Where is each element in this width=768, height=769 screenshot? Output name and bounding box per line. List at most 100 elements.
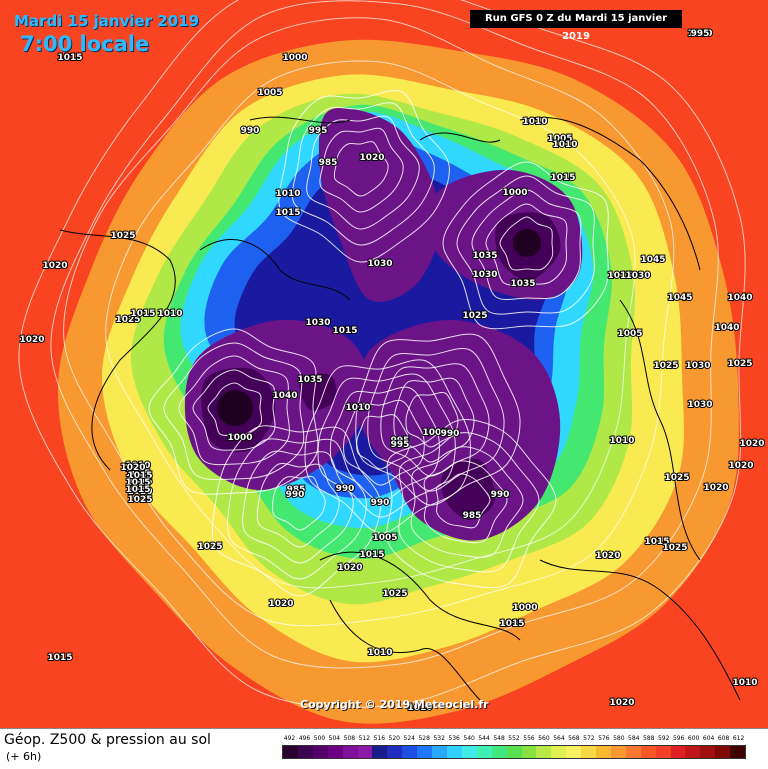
scale-label: 564 (553, 735, 565, 742)
scale-bar (282, 745, 746, 759)
isobar-label: 1015 (499, 619, 524, 629)
isobar-label: 1005 (372, 533, 397, 543)
isobar-label: 995 (691, 29, 710, 39)
isobar-contour (211, 425, 381, 597)
isobar-label: 1000 (227, 433, 252, 443)
isobar-label: 1020 (739, 439, 764, 449)
scale-swatch (581, 746, 597, 758)
isobar-contour (319, 127, 404, 213)
isobar-label: 1005 (257, 88, 282, 98)
isobar-label: 1020 (42, 261, 67, 271)
isobar-label: 995 (391, 436, 410, 446)
scale-label: 504 (328, 735, 341, 742)
scale-swatch (670, 746, 686, 758)
isobar-label: 995 (309, 126, 328, 136)
isobar-label: 1030 (305, 318, 330, 328)
scale-label: 600 (687, 735, 700, 742)
field-core (513, 229, 541, 257)
isobar-contour (178, 355, 290, 466)
isobar-label: 1040 (727, 293, 752, 303)
scale-label: 508 (343, 735, 356, 742)
scale-label: 608 (717, 735, 730, 742)
field-darkpurple (441, 458, 496, 520)
isobar-label: 1010 (609, 436, 634, 446)
copyright-text: Copyright © 2019 Meteociel.fr (300, 698, 489, 711)
isobar-contour (18, 0, 746, 709)
scale-label: 496 (298, 735, 311, 742)
scale-swatch (625, 746, 641, 758)
scale-swatch (461, 746, 477, 758)
color-scale: 492 496 500 504 508 512 516 520 524 528 532 536 540 5… (282, 735, 746, 765)
scale-swatch (596, 746, 611, 758)
isobar-label: 1015 (127, 471, 152, 481)
isobar-label: 985 (287, 485, 306, 495)
scale-label: 492 (283, 735, 296, 742)
isobar-contour (207, 382, 263, 437)
isobar-contour (63, 17, 675, 627)
isobar-contour (50, 0, 719, 669)
isobar-contour (148, 328, 319, 495)
scale-label: 524 (403, 735, 415, 742)
scale-label: 584 (628, 735, 640, 742)
coastline (199, 239, 351, 301)
isobar-label: 1020 (120, 463, 145, 473)
scale-label: 552 (508, 735, 520, 742)
scale-swatch (372, 746, 388, 758)
isobar-label: 1045 (640, 255, 665, 265)
map-footer: Géop. Z500 & pression au sol (+ 6h) 492 4… (0, 728, 768, 769)
isobar-labels: 1015 1010 1000 1005 990 995 985 1020 1010 1005 101… (18, 28, 765, 714)
isobar-label: 1030 (685, 361, 710, 371)
scale-swatch (342, 746, 358, 758)
isobar-contour (386, 419, 557, 589)
isobar-label: 995 (391, 440, 410, 450)
isobar-contour (291, 102, 435, 246)
forecast-date: Mardi 15 janvier 2019 (14, 12, 200, 30)
isobar-contour (343, 399, 425, 486)
coastline (539, 559, 741, 701)
scale-swatch (417, 746, 433, 758)
isobar-contour (329, 386, 440, 502)
isobar-label: 990 (371, 498, 390, 508)
isobar-label: 1020 (337, 563, 362, 573)
scale-label: 612 (732, 735, 745, 742)
isobar-contour (410, 446, 524, 558)
isobar-label: 1010 (367, 648, 392, 658)
coastline (59, 229, 176, 471)
isobar-label: 1020 (19, 335, 44, 345)
scale-swatch (730, 746, 746, 758)
scale-label: 596 (672, 735, 685, 742)
isobar-label: 1015 (125, 485, 150, 495)
geopotential-fields (57, 39, 739, 724)
coastline (249, 116, 351, 124)
scale-swatch (327, 746, 343, 758)
isobar-label: 1035 (510, 279, 535, 289)
isobar-label: 990 (336, 484, 355, 494)
coastline (619, 299, 701, 561)
isobar-contour (367, 348, 505, 492)
isobar-label: 1015 (550, 173, 575, 183)
scale-swatch (312, 746, 328, 758)
isobar-contour (333, 141, 389, 197)
isobar-label: 1015 (57, 53, 82, 63)
coastline (319, 551, 521, 641)
isobar-label: 1000 (502, 188, 527, 198)
isobar-contour (398, 432, 540, 573)
isobar-label: 1010 (522, 117, 547, 127)
isobar-label: 1000 (282, 53, 307, 63)
scale-swatch (476, 746, 492, 758)
isobar-label: 1025 (653, 361, 678, 371)
forecast-time: 7:00 locale (20, 32, 150, 56)
isobar-label: 1040 (272, 391, 297, 401)
isobar-contour (405, 391, 459, 448)
isobar-label: 1000 (512, 603, 537, 613)
isobar-contour (485, 203, 568, 286)
isobar-label: 1035 (297, 375, 322, 385)
isobar-label: 985 (319, 158, 338, 168)
isobar-contour (380, 363, 490, 477)
isobar-label: 1025 (382, 589, 407, 599)
scale-label: 516 (373, 735, 386, 742)
isobar-label: 1045 (667, 293, 692, 303)
scale-label: 512 (358, 735, 371, 742)
